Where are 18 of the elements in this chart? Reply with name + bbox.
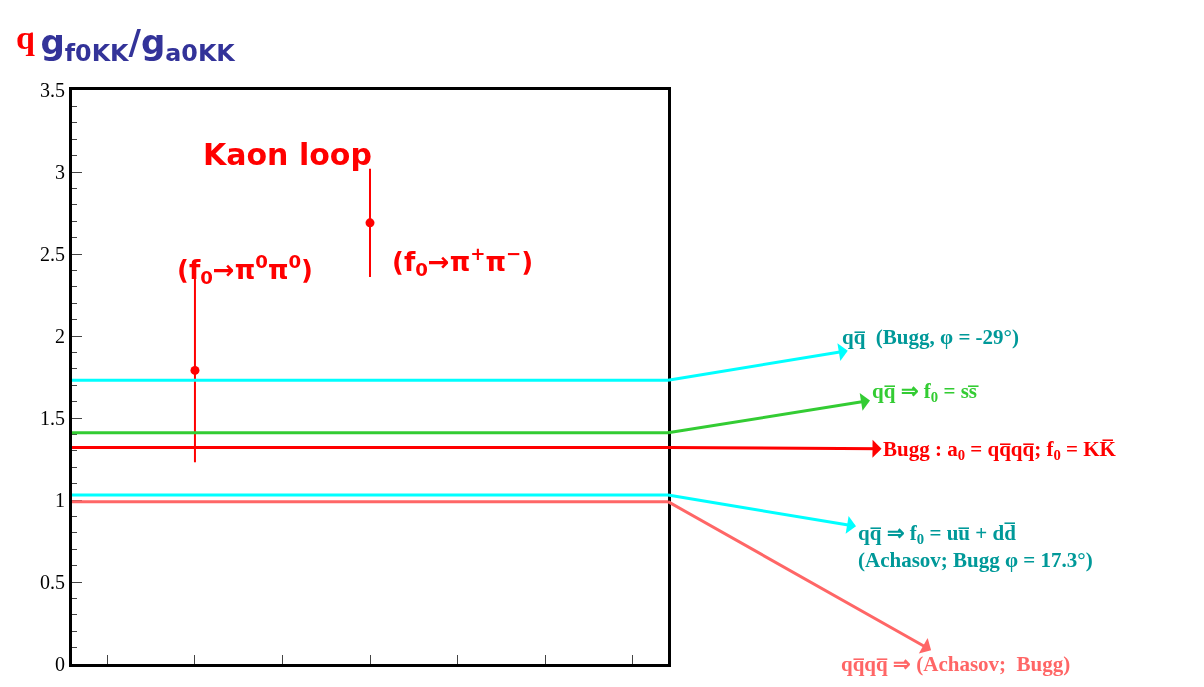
text: qq̅ ⇒ f$_{0}$ = ss̅	[872, 379, 980, 406]
text: Bugg : a$_{0}$ = qq̅qq̅; f$_{0}$ = KK̅	[883, 437, 1117, 464]
annotation: Kaon loop	[203, 137, 372, 172]
text: qq̅ (Bugg, φ = -29°)	[842, 325, 1019, 349]
y-tick-label: 1	[55, 489, 65, 511]
y-tick-label: 0.5	[40, 571, 65, 593]
y-tick-label: 3	[55, 161, 65, 183]
y-tick-label: 0	[55, 653, 65, 675]
text: qq̅ ⇒ f$_{0}$ = uu̅ + dd̅ (Achasov; Bugg φ = 17.3°)	[858, 521, 1093, 573]
y-tick-label: 3.5	[40, 79, 65, 101]
annotation: (f$_{0}$→π$^{+}$π$^{−}$)	[392, 243, 534, 281]
text: q	[16, 19, 35, 56]
annotation: (f$_{0}$→π$^{0}$π$^{0}$)	[177, 251, 313, 289]
text: qq̅qq̅ ⇒ (Achasov; Bugg)	[841, 652, 1071, 676]
y-tick-label: 2	[55, 325, 65, 347]
y-tick-label: 2.5	[40, 243, 65, 265]
y-tick-label: 1.5	[40, 407, 65, 429]
chart-title: g$_{f0KK}$/g$_{a0KK}$	[40, 21, 237, 68]
